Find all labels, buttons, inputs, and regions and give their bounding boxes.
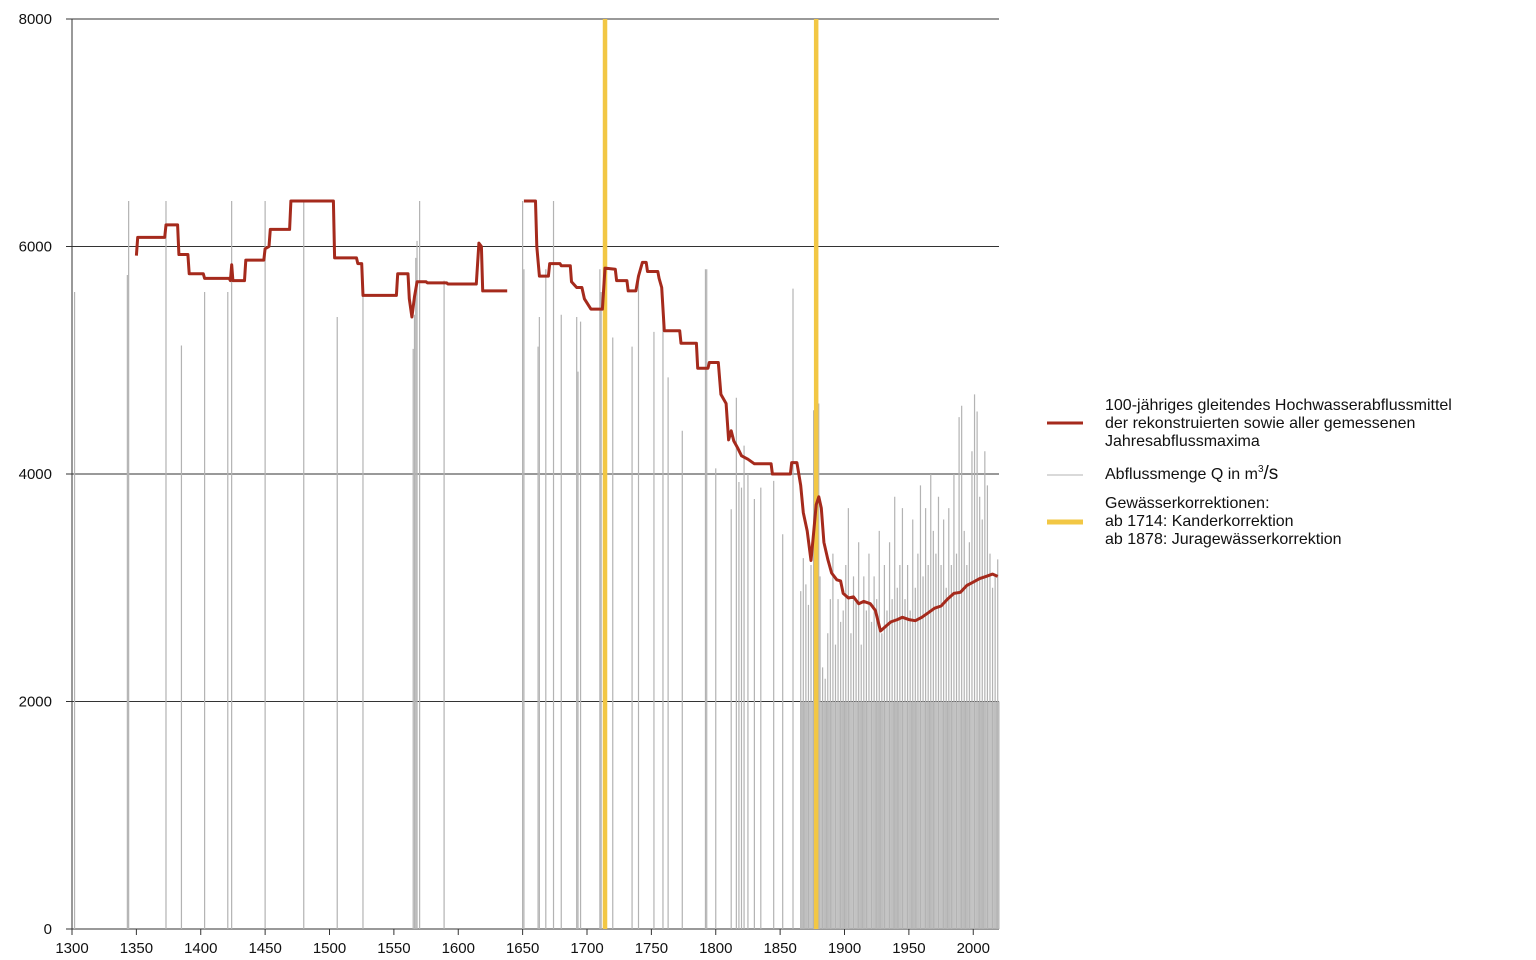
legend-entry-mean: 100-jähriges gleitendes Hochwasserabflus…: [1045, 397, 1525, 455]
mean-line-layer: [134, 199, 999, 633]
y-tick-label-4000: 4000: [19, 466, 52, 483]
x-tick-label-1900: 1900: [828, 940, 861, 957]
y-tick-label-0: 0: [44, 921, 52, 938]
discharge-bars: [73, 201, 1000, 929]
x-tick-label-1750: 1750: [635, 940, 668, 957]
legend-entry-discharge: Abflussmenge Q in m3/s: [1045, 463, 1525, 495]
legend-swatch-mean: [1047, 421, 1083, 425]
legend-label-corrections: Gewässerkorrektionen: ab 1714: Kanderkor…: [1105, 495, 1342, 548]
legend-discharge-sup: 3: [1257, 464, 1264, 475]
x-tick-label-1600: 1600: [442, 940, 475, 957]
legend-entry-corrections: Gewässerkorrektionen: ab 1714: Kanderkor…: [1045, 495, 1525, 555]
x-tick-label-1350: 1350: [120, 940, 153, 957]
x-tick-label-1400: 1400: [184, 940, 217, 957]
x-tick-label-1550: 1550: [377, 940, 410, 957]
y-tick-label-8000: 8000: [19, 11, 52, 28]
y-tick-label-2000: 2000: [19, 694, 52, 711]
legend-swatch-corrections: [1047, 519, 1083, 525]
x-tick-label-1500: 1500: [313, 940, 346, 957]
legend-label-mean: 100-jähriges gleitendes Hochwasserabflus…: [1105, 397, 1452, 450]
legend-swatch-discharge: [1047, 474, 1083, 476]
x-tick-label-2000: 2000: [957, 940, 990, 957]
axes-layer: [71, 19, 974, 935]
x-tick-label-1450: 1450: [248, 940, 281, 957]
mean-line-segment-0: [134, 199, 508, 319]
legend-label-discharge: Abflussmenge Q in m3/s: [1105, 463, 1525, 486]
x-tick-label-1800: 1800: [699, 940, 732, 957]
mean-line-segment-1: [523, 199, 999, 633]
tick-labels: 0 2000 4000 6000 8000 1300 1350 1400 1450 1500 155…: [19, 11, 990, 957]
x-tick-label-1950: 1950: [892, 940, 925, 957]
x-tick-label-1300: 1300: [55, 940, 88, 957]
x-tick-label-1650: 1650: [506, 940, 539, 957]
legend: 100-jähriges gleitendes Hochwasserabflus…: [1045, 397, 1525, 555]
x-tick-label-1700: 1700: [570, 940, 603, 957]
legend-discharge-suffix: /s: [1263, 463, 1279, 484]
y-tick-label-6000: 6000: [19, 239, 52, 256]
legend-discharge-prefix: Abflussmenge Q in m: [1105, 466, 1258, 483]
correction-lines: [602, 19, 819, 929]
x-tick-label-1850: 1850: [763, 940, 796, 957]
